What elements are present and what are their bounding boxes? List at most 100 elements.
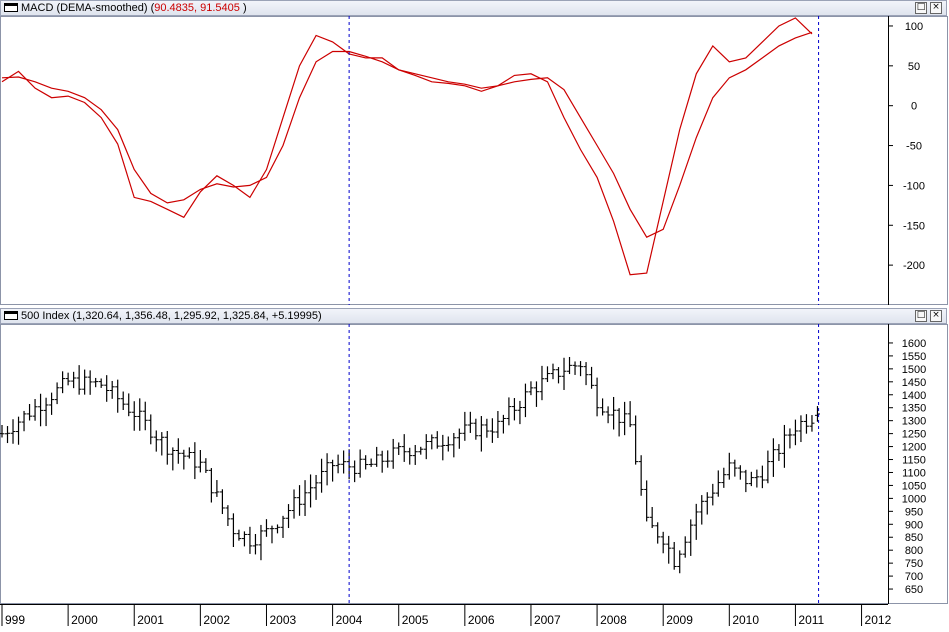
- x-axis: 999 2000 2001 2002 2003 2004 2005 2006 2007 2008 2…: [0, 604, 949, 632]
- ohlc-bar: [330, 460, 335, 482]
- ohlc-bar: [11, 419, 16, 444]
- ohlc-bar: [578, 361, 583, 376]
- ohlc-bar: [793, 420, 798, 446]
- ohlc-bar: [694, 504, 699, 540]
- ohlc-bar: [506, 397, 511, 425]
- plot-frame: [1, 325, 948, 604]
- restore-button[interactable]: □: [915, 2, 927, 14]
- ohlc-bar: [765, 451, 770, 484]
- ohlc-bar: [292, 489, 297, 518]
- ohlc-bar: [617, 408, 622, 436]
- y-tick-label: 1050: [902, 480, 926, 492]
- ohlc-bar: [82, 370, 87, 395]
- x-tick-label: 2001: [137, 613, 164, 627]
- macd-title: MACD (DEMA-smoothed) (90.4835, 91.5405 ): [21, 1, 247, 15]
- ohlc-bar: [622, 402, 627, 435]
- ohlc-bar: [534, 381, 539, 407]
- ohlc-bar: [99, 378, 104, 387]
- ohlc-bar: [573, 361, 578, 374]
- restore-button[interactable]: □: [915, 310, 927, 322]
- ohlc-bar: [688, 519, 693, 556]
- window-icon: [4, 311, 18, 320]
- y-tick-label: 1550: [902, 351, 926, 363]
- ohlc-bar: [490, 418, 495, 443]
- ohlc-bar: [451, 433, 456, 457]
- y-tick-label: 1500: [902, 364, 926, 376]
- y-tick-label: 1000: [902, 493, 926, 505]
- y-tick-label: 900: [905, 519, 923, 531]
- ohlc-bar: [539, 366, 544, 400]
- ohlc-bar: [281, 516, 286, 538]
- ohlc-bar: [787, 428, 792, 448]
- ohlc-bar: [424, 434, 429, 459]
- ohlc-bar: [192, 442, 197, 479]
- ohlc-bar: [93, 378, 98, 387]
- ohlc-bar: [815, 406, 820, 422]
- y-tick-label: 1250: [902, 429, 926, 441]
- ohlc-bar: [27, 404, 32, 420]
- ohlc-bar: [600, 398, 605, 415]
- ohlc-bar: [457, 429, 462, 449]
- ohlc-bar: [705, 492, 710, 514]
- ohlc-bar: [595, 378, 600, 417]
- ohlc-bar: [203, 458, 208, 473]
- ohlc-bar: [710, 484, 715, 506]
- ohlc-bar: [809, 415, 814, 432]
- x-tick-label: 2009: [666, 613, 693, 627]
- ohlc-bar: [231, 513, 236, 547]
- ohlc-bar: [677, 550, 682, 573]
- y-tick-label: 750: [905, 558, 923, 570]
- ohlc-bar: [683, 536, 688, 557]
- ohlc-bar: [380, 451, 385, 473]
- index-panel-titlebar: 500 Index (1,320.64, 1,356.48, 1,295.92,…: [0, 308, 947, 324]
- ohlc-bar: [38, 394, 43, 427]
- ohlc-bar: [556, 367, 561, 383]
- x-tick-label: 2003: [269, 613, 296, 627]
- ohlc-bar: [484, 419, 489, 438]
- ohlc-bar: [776, 444, 781, 461]
- ohlc-bar: [242, 531, 247, 546]
- ohlc-bar: [121, 392, 126, 410]
- ohlc-bar: [220, 489, 225, 514]
- ohlc-bar: [258, 525, 263, 560]
- x-tick-label: 2002: [203, 613, 230, 627]
- ohlc-bar: [749, 472, 754, 486]
- close-button[interactable]: ×: [930, 2, 942, 14]
- ohlc-bar: [798, 415, 803, 442]
- ohlc-bar: [738, 465, 743, 479]
- ohlc-bar: [126, 393, 131, 416]
- ohlc-bar: [66, 373, 71, 386]
- ohlc-bar: [269, 526, 274, 544]
- close-button[interactable]: ×: [930, 310, 942, 322]
- ohlc-bar: [589, 367, 594, 389]
- ohlc-bar: [214, 480, 219, 497]
- ohlc-bar: [407, 448, 412, 465]
- ohlc-bar: [550, 364, 555, 380]
- y-tick-label: 700: [905, 571, 923, 583]
- ohlc-bar: [137, 398, 142, 430]
- macd-series-1-line: [2, 18, 812, 275]
- ohlc-bar: [732, 460, 737, 477]
- ohlc-bar: [16, 417, 21, 445]
- ohlc-bar: [562, 358, 567, 390]
- ohlc-bar: [352, 460, 357, 482]
- ohlc-bar: [209, 468, 214, 502]
- ohlc-bar: [132, 401, 137, 431]
- y-tick-label: 1400: [902, 390, 926, 402]
- x-tick-label: 999: [5, 613, 25, 627]
- ohlc-bar: [666, 536, 671, 564]
- y-tick-label: 0: [911, 101, 917, 113]
- y-tick-label: -50: [906, 141, 922, 153]
- ohlc-bar: [159, 432, 164, 455]
- ohlc-bar: [5, 426, 10, 443]
- ohlc-bar: [512, 398, 517, 420]
- ohlc-bar: [110, 381, 115, 399]
- ohlc-bar: [655, 522, 660, 543]
- ohlc-bar: [396, 442, 401, 455]
- ohlc-bar: [225, 505, 230, 526]
- macd-panel-titlebar: MACD (DEMA-smoothed) (90.4835, 91.5405 )…: [0, 0, 947, 16]
- ohlc-bar: [545, 366, 550, 382]
- x-tick-label: 2010: [732, 613, 759, 627]
- ohlc-bar: [743, 470, 748, 492]
- ohlc-bar: [402, 434, 407, 462]
